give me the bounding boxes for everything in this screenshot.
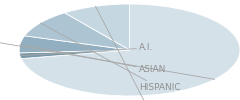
Wedge shape bbox=[19, 50, 130, 59]
Text: WHITE: WHITE bbox=[0, 24, 215, 79]
Wedge shape bbox=[21, 4, 240, 96]
Text: HISPANIC: HISPANIC bbox=[40, 23, 181, 92]
Wedge shape bbox=[65, 4, 130, 50]
Text: A.I.: A.I. bbox=[20, 44, 154, 56]
Wedge shape bbox=[25, 13, 130, 50]
Text: ASIAN: ASIAN bbox=[20, 44, 167, 74]
Text: BLACK: BLACK bbox=[96, 6, 169, 100]
Wedge shape bbox=[19, 36, 130, 53]
